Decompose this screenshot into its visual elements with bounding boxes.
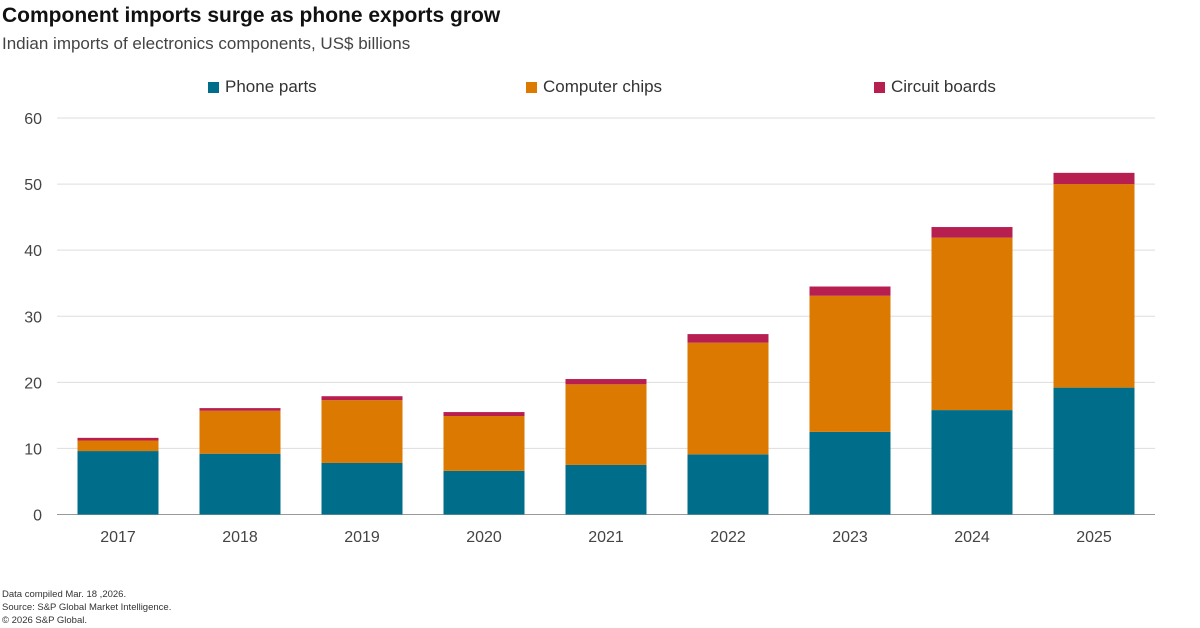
x-tick-label: 2020: [466, 529, 502, 546]
bar-segment-computer-chips: [565, 384, 647, 465]
legend-swatch: [526, 81, 537, 93]
x-tick-label: 2017: [100, 529, 136, 546]
bar-segment-computer-chips: [809, 295, 891, 432]
footer-source: Source: S&P Global Market Intelligence.: [2, 602, 172, 613]
footer-compiled: Data compiled Mar. 18 ,2026.: [2, 589, 127, 600]
x-tick-label: 2021: [588, 529, 624, 546]
y-tick-label: 30: [24, 309, 42, 326]
bar-segment-circuit-boards: [687, 334, 769, 343]
y-tick-label: 20: [24, 375, 42, 392]
bar-segment-computer-chips: [931, 237, 1013, 411]
y-tick-label: 60: [24, 111, 42, 128]
bar-segment-phone-parts: [1053, 387, 1135, 515]
x-tick-label: 2018: [222, 529, 258, 546]
bar-segment-circuit-boards: [1053, 172, 1135, 185]
bar-segment-circuit-boards: [809, 286, 891, 296]
legend-swatch: [208, 81, 219, 93]
legend-item-phone-parts: Phone parts: [208, 77, 317, 97]
legend-swatch: [874, 81, 885, 93]
bar-segment-circuit-boards: [321, 396, 403, 401]
legend-label: Computer chips: [543, 77, 663, 96]
legend-label: Circuit boards: [891, 77, 996, 96]
bar-segment-computer-chips: [77, 440, 159, 452]
y-tick-label: 50: [24, 177, 42, 194]
bar-segment-phone-parts: [443, 470, 525, 515]
bar-segment-phone-parts: [687, 454, 769, 515]
bar-segment-phone-parts: [931, 410, 1013, 515]
x-tick-label: 2025: [1076, 529, 1112, 546]
bar-segment-computer-chips: [443, 416, 525, 471]
legend-label: Phone parts: [225, 77, 317, 96]
x-tick-label: 2022: [710, 529, 746, 546]
chart-subtitle: Indian imports of electronics components…: [2, 34, 411, 53]
bar-segment-phone-parts: [565, 464, 647, 515]
y-tick-label: 0: [33, 508, 42, 525]
bar-segment-phone-parts: [321, 462, 403, 515]
legend-item-circuit-boards: Circuit boards: [874, 77, 996, 97]
bar-segment-circuit-boards: [199, 408, 281, 411]
bar-segment-computer-chips: [1053, 184, 1135, 388]
bar-segment-circuit-boards: [443, 412, 525, 417]
bar-segment-computer-chips: [687, 342, 769, 455]
chart-title: Component imports surge as phone exports…: [2, 4, 501, 27]
bar-segment-computer-chips: [199, 410, 281, 454]
bar-segment-circuit-boards: [931, 227, 1013, 238]
bar-segment-circuit-boards: [77, 437, 159, 441]
bar-segment-phone-parts: [809, 431, 891, 515]
bar-segment-circuit-boards: [565, 379, 647, 385]
bar-segment-computer-chips: [321, 400, 403, 463]
y-tick-label: 40: [24, 243, 42, 260]
bar-segment-phone-parts: [77, 451, 159, 515]
legend-item-computer-chips: Computer chips: [526, 77, 662, 97]
x-tick-label: 2019: [344, 529, 380, 546]
x-tick-label: 2023: [832, 529, 868, 546]
bar-segment-phone-parts: [199, 453, 281, 515]
footer-copyright: © 2026 S&P Global.: [2, 615, 87, 626]
y-tick-label: 10: [24, 441, 42, 458]
x-tick-label: 2024: [954, 529, 990, 546]
